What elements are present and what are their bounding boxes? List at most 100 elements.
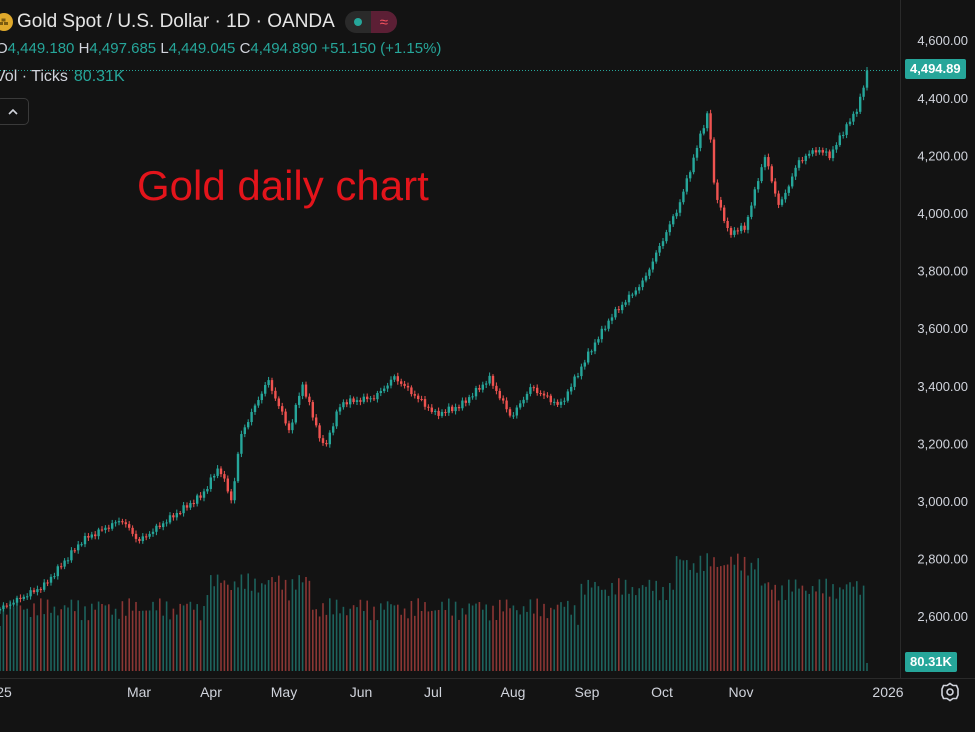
- candle-body: [831, 149, 835, 159]
- candle-body: [97, 529, 100, 537]
- candle-body: [818, 150, 821, 153]
- candle-body: [536, 387, 539, 394]
- volume-bar: [658, 600, 661, 671]
- candle-body: [743, 225, 746, 230]
- candle-body: [474, 387, 478, 397]
- volume-bar: [308, 580, 311, 671]
- collapse-legend-button[interactable]: [0, 98, 29, 125]
- volume-bar: [468, 603, 470, 671]
- volume-bar: [638, 588, 640, 671]
- candle-body: [655, 252, 658, 262]
- candle-body: [454, 407, 457, 412]
- volume-bar: [839, 587, 841, 671]
- volume-bar: [563, 606, 566, 671]
- volume-bar: [458, 619, 460, 671]
- candle-body: [267, 380, 270, 386]
- candle-body: [304, 384, 308, 397]
- volume-bar: [801, 585, 804, 671]
- candle-body: [236, 453, 240, 482]
- candle-body: [726, 220, 729, 229]
- volume-bar: [111, 614, 113, 671]
- volume-bar: [50, 612, 52, 671]
- candle-body: [794, 167, 797, 177]
- volume-bar: [611, 582, 613, 671]
- candle-body: [247, 422, 250, 428]
- candle-body: [338, 407, 342, 412]
- candle-body: [814, 150, 818, 153]
- volume-bar: [604, 589, 606, 671]
- candle-body: [559, 401, 563, 405]
- market-open-dot-icon: [345, 11, 371, 33]
- volume-bar: [182, 605, 185, 671]
- volume-bar: [342, 606, 345, 671]
- candle-body: [638, 287, 641, 291]
- volume-bar: [866, 663, 868, 671]
- candle-body: [495, 385, 498, 391]
- volume-bar: [206, 595, 209, 671]
- volume-bar: [740, 570, 742, 671]
- volume-bar: [247, 573, 249, 671]
- volume-bar: [485, 604, 487, 671]
- volume-bar: [465, 614, 467, 671]
- volume-bar: [250, 590, 253, 671]
- candle-body: [124, 522, 127, 525]
- candle-body: [447, 406, 450, 413]
- candle-body: [70, 550, 73, 561]
- volume-bar: [699, 555, 702, 671]
- volume-bar: [152, 601, 154, 671]
- chart-settings-button[interactable]: [938, 680, 962, 704]
- volume-bar: [403, 608, 406, 671]
- candle-body: [468, 397, 471, 403]
- volume-bar: [23, 609, 25, 671]
- candle-body: [291, 422, 294, 431]
- candle-body: [750, 205, 753, 217]
- candle-body: [287, 423, 291, 431]
- volume-bar: [87, 620, 90, 671]
- candle-body: [94, 534, 97, 537]
- candle-body: [444, 411, 447, 413]
- candle-body: [838, 135, 841, 146]
- volume-bar: [794, 579, 797, 671]
- candle-body: [257, 400, 260, 406]
- volume-bar: [454, 601, 457, 671]
- candle-body: [689, 172, 692, 179]
- candle-body: [529, 387, 532, 394]
- y-tick-label: 2,600.00: [917, 609, 968, 624]
- candle-body: [43, 582, 46, 590]
- candle-body: [855, 111, 858, 114]
- volume-bar: [675, 556, 678, 671]
- volume-bar: [692, 563, 695, 671]
- candle-body: [0, 609, 2, 611]
- candle-body: [848, 121, 852, 125]
- volume-bar: [709, 566, 712, 671]
- volume-legend[interactable]: Vol · Ticks 80.31K: [0, 68, 125, 86]
- volume-value: 80.31K: [73, 68, 125, 85]
- market-status-pill[interactable]: ≈: [344, 11, 397, 33]
- candle-body: [332, 426, 335, 433]
- volume-bar: [737, 553, 739, 671]
- volume-bar: [36, 615, 39, 671]
- candle-body: [192, 503, 195, 505]
- volume-bar: [645, 586, 647, 671]
- volume-bar: [679, 559, 681, 671]
- volume-bar: [784, 599, 787, 671]
- candle-body: [226, 478, 229, 492]
- volume-bar: [424, 602, 426, 671]
- volume-bar: [121, 601, 124, 671]
- candle-body: [859, 96, 862, 112]
- candle-body: [621, 304, 624, 311]
- candle-body: [627, 294, 631, 303]
- y-tick-label: 4,000.00: [917, 206, 968, 221]
- symbol-header[interactable]: Gold Spot / U.S. Dollar · 1D · OANDA ≈: [0, 6, 397, 38]
- candle-body: [233, 481, 236, 501]
- candle-body: [508, 409, 512, 416]
- volume-bar: [747, 575, 749, 671]
- volume-bar: [815, 591, 817, 671]
- candle-body: [678, 202, 682, 213]
- volume-bar: [230, 589, 232, 671]
- volume-bar: [828, 596, 831, 671]
- candle-body: [46, 582, 49, 584]
- candle-body: [525, 393, 529, 400]
- ohlc-change: +51.150 (+1.15%): [321, 40, 442, 57]
